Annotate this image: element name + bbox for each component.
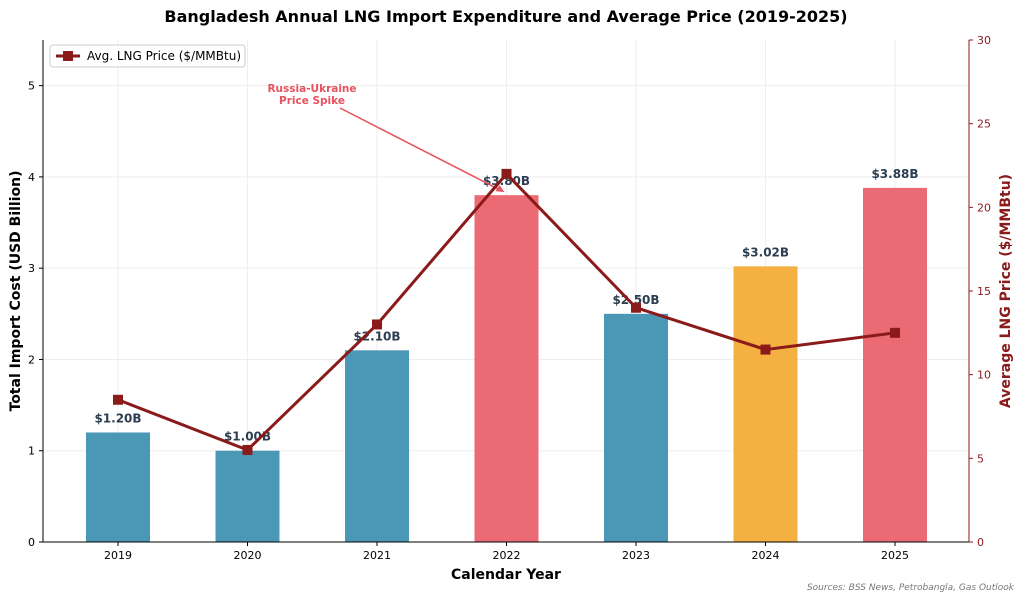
bar-value-label: $2.10B [353, 329, 400, 343]
price-point [890, 327, 900, 338]
y-tick-label: 4 [28, 171, 35, 184]
y-tick-label: 3 [28, 262, 35, 275]
x-tick-label: 2019 [104, 549, 132, 562]
bar [86, 432, 150, 542]
legend: Avg. LNG Price ($/MMBtu) [49, 44, 246, 68]
bar [474, 195, 539, 542]
price-point [631, 302, 641, 313]
x-tick-label: 2021 [363, 549, 391, 562]
x-tick-label: 2022 [493, 549, 521, 562]
bar-value-label: $3.02B [742, 245, 789, 259]
bar-value-label: $1.00B [224, 430, 271, 444]
y-tick-label: 5 [28, 80, 35, 93]
y-axis-label: Total Import Cost (USD Billion) [8, 170, 24, 411]
annotation-text: Price Spike [279, 95, 345, 107]
y2-tick-label: 25 [977, 118, 991, 131]
y2-tick-label: 5 [977, 452, 984, 465]
bar [733, 266, 798, 542]
price-point [113, 394, 123, 405]
source-note: Sources: BSS News, Petrobangla, Gas Outl… [807, 583, 1015, 593]
bar [215, 450, 280, 542]
price-point [501, 168, 512, 179]
bar [604, 313, 668, 542]
y2-tick-label: 10 [977, 369, 991, 382]
annotation-text: Russia-Ukraine [267, 83, 356, 95]
price-point [242, 444, 253, 455]
y-tick-label: 1 [28, 445, 35, 458]
y-tick-label: 0 [28, 536, 35, 549]
x-tick-label: 2023 [622, 549, 650, 562]
x-tick-label: 2020 [234, 549, 262, 562]
y2-axis-label: Average LNG Price ($/MMBtu) [998, 174, 1014, 408]
bar [345, 350, 409, 542]
x-tick-label: 2024 [752, 549, 780, 562]
price-point [372, 319, 382, 330]
legend-label: Avg. LNG Price ($/MMBtu) [87, 49, 241, 63]
y2-tick-label: 0 [977, 536, 984, 549]
x-tick-label: 2025 [881, 549, 909, 562]
bar-value-label: $1.20B [94, 411, 141, 425]
legend-marker [63, 51, 73, 61]
y2-tick-label: 20 [977, 201, 991, 214]
x-axis-label: Calendar Year [451, 567, 561, 583]
price-point [760, 344, 771, 355]
annotation-arrow [339, 107, 503, 192]
y-tick-label: 2 [28, 353, 35, 366]
bar-value-label: $3.88B [871, 167, 918, 181]
bar [863, 187, 927, 542]
y2-tick-label: 15 [977, 285, 991, 298]
chart-title: Bangladesh Annual LNG Import Expenditure… [164, 7, 847, 26]
y2-tick-label: 30 [977, 34, 991, 47]
annotation-arrowhead [495, 185, 505, 193]
